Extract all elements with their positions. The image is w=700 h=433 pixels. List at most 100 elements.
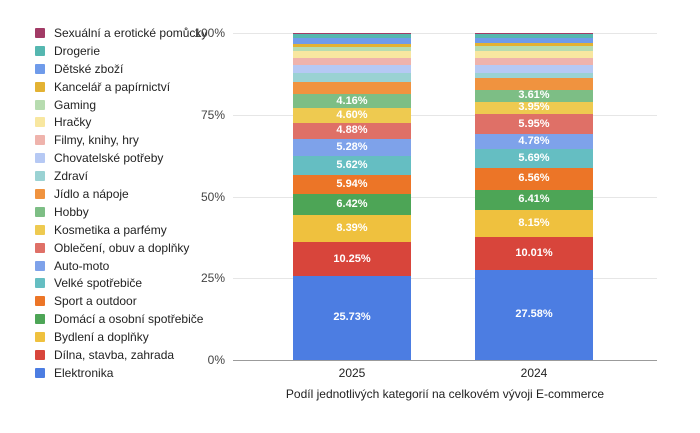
y-tick-label: 50% — [200, 189, 225, 204]
legend-label: Gaming — [54, 97, 97, 112]
bar-segment-obleceni-obuv-a-doplnky-2025[interactable]: 4.88% — [293, 122, 411, 139]
legend-item-kancelar-a-papirnictvi: Kancelář a papírnictví — [35, 78, 207, 96]
legend-swatch-icon — [35, 117, 45, 128]
legend-item-zdravi: Zdraví — [35, 167, 207, 185]
bar-segment-zdravi-2024[interactable] — [475, 73, 593, 78]
bar-segment-drogerie-2025[interactable] — [293, 34, 411, 39]
legend-swatch-icon — [35, 206, 45, 217]
legend-swatch-icon — [35, 367, 45, 378]
legend-label: Domácí a osobní spotřebiče — [54, 312, 204, 327]
legend-swatch-icon — [35, 153, 45, 164]
legend-swatch-icon — [35, 349, 45, 360]
bar-segment-elektronika-2024[interactable]: 27.58% — [475, 269, 593, 360]
legend-swatch-icon — [35, 224, 45, 235]
legend-swatch-icon — [35, 314, 45, 325]
bar-segment-domaci-a-osobni-spotrebice-2024[interactable]: 6.41% — [475, 189, 593, 211]
legend-label: Oblečení, obuv a doplňky — [54, 240, 190, 255]
bar-segment-hracky-2024[interactable] — [475, 50, 593, 58]
y-tick-label: 0% — [207, 353, 225, 367]
bar-segment-sport-a-outdoor-2025[interactable]: 5.94% — [293, 174, 411, 194]
legend-label: Jídlo a nápoje — [54, 186, 129, 201]
bar-segment-velke-spotrebice-2024[interactable]: 5.69% — [475, 149, 593, 169]
legend-item-obleceni-obuv-a-doplnky: Oblečení, obuv a doplňky — [35, 239, 207, 257]
bar-segment-elektronika-2025[interactable]: 25.73% — [293, 275, 411, 360]
bar-segment-filmy-knihy-hry-2024[interactable] — [475, 57, 593, 65]
legend-label: Sport a outdoor — [54, 294, 137, 309]
bar-segment-sport-a-outdoor-2024[interactable]: 6.56% — [475, 168, 593, 190]
legend-item-drogerie: Drogerie — [35, 42, 207, 60]
bar-segment-kosmetika-a-parfemy-2024[interactable]: 3.95% — [475, 101, 593, 115]
bar-segment-hracky-2025[interactable] — [293, 51, 411, 59]
legend-label: Bydlení a doplňky — [54, 330, 149, 345]
legend-swatch-icon — [35, 99, 45, 110]
bar-segment-hobby-2025[interactable]: 4.16% — [293, 94, 411, 108]
bar-segment-detske-zbozi-2025[interactable] — [293, 38, 411, 45]
legend-swatch-icon — [35, 296, 45, 307]
bar-segment-sexualni-a-eroticke-pomucky-2024[interactable] — [475, 33, 593, 35]
gridline — [233, 278, 657, 280]
bar-segment-kancelar-a-papirnictvi-2024[interactable] — [475, 43, 593, 46]
segment-value-label: 5.95% — [518, 117, 550, 130]
bar-segment-bydleni-a-doplnky-2025[interactable]: 8.39% — [293, 214, 411, 243]
segment-value-label: 5.62% — [336, 158, 368, 171]
bar-segment-chovatelske-potreby-2024[interactable] — [475, 64, 593, 74]
bar-segment-jidlo-a-napoje-2024[interactable] — [475, 77, 593, 90]
segment-value-label: 4.60% — [336, 108, 368, 121]
plot-area: 25.73% 10.25% 8.39% 6.42% 5.94% 5.62% 5.28% 4.8… — [233, 33, 657, 361]
bar-segment-auto-moto-2024[interactable]: 4.78% — [475, 133, 593, 150]
legend-label: Filmy, knihy, hry — [54, 133, 139, 148]
legend-item-hracky: Hračky — [35, 113, 207, 131]
legend-label: Dílna, stavba, zahrada — [54, 347, 175, 362]
y-tick-label: 25% — [200, 271, 225, 286]
legend-item-sport-a-outdoor: Sport a outdoor — [35, 292, 207, 310]
bar-segment-dilna-stavba-zahrada-2024[interactable]: 10.01% — [475, 237, 593, 270]
bar-segment-sexualni-a-eroticke-pomucky-2025[interactable] — [293, 33, 411, 35]
legend-item-bydleni-a-doplnky: Bydlení a doplňky — [35, 328, 207, 346]
legend-label: Dětské zboží — [54, 61, 124, 76]
legend-swatch-icon — [35, 278, 45, 289]
legend-item-jidlo-a-napoje: Jídlo a nápoje — [35, 185, 207, 203]
chart-legend: Sexuální a erotické pomůcky Drogerie Dětsk… — [35, 24, 207, 382]
bar-segment-kosmetika-a-parfemy-2025[interactable]: 4.60% — [293, 107, 411, 123]
segment-value-label: 27.58% — [515, 308, 553, 321]
segment-value-label: 5.94% — [336, 177, 368, 190]
bar-segment-hobby-2024[interactable]: 3.61% — [475, 89, 593, 102]
legend-item-elektronika: Elektronika — [35, 364, 207, 382]
legend-label: Drogerie — [54, 43, 101, 58]
legend-item-domaci-a-osobni-spotrebice: Domácí a osobní spotřebiče — [35, 310, 207, 328]
bar-segment-detske-zbozi-2024[interactable] — [475, 38, 593, 44]
legend-item-hobby: Hobby — [35, 203, 207, 221]
legend-item-detske-zbozi: Dětské zboží — [35, 60, 207, 78]
legend-swatch-icon — [35, 260, 45, 271]
segment-value-label: 5.28% — [336, 141, 368, 154]
segment-value-label: 6.41% — [518, 193, 550, 206]
bar-segment-drogerie-2024[interactable] — [475, 34, 593, 39]
bar-segment-domaci-a-osobni-spotrebice-2025[interactable]: 6.42% — [293, 193, 411, 215]
legend-swatch-icon — [35, 188, 45, 199]
segment-value-label: 4.16% — [336, 94, 368, 107]
bar-segment-bydleni-a-doplnky-2024[interactable]: 8.15% — [475, 210, 593, 238]
bar-segment-filmy-knihy-hry-2025[interactable] — [293, 58, 411, 66]
bar-segment-auto-moto-2025[interactable]: 5.28% — [293, 138, 411, 157]
bar-segment-kancelar-a-papirnictvi-2025[interactable] — [293, 44, 411, 48]
bar-segment-obleceni-obuv-a-doplnky-2024[interactable]: 5.95% — [475, 114, 593, 134]
segment-value-label: 8.39% — [336, 222, 368, 235]
bar-segment-zdravi-2025[interactable] — [293, 73, 411, 83]
bar-segment-gaming-2025[interactable] — [293, 47, 411, 52]
stacked-bar-2024: 27.58% 10.01% 8.15% 6.41% 6.56% 5.69% 4.78% 5.9… — [475, 33, 593, 360]
segment-value-label: 10.25% — [333, 252, 371, 265]
legend-item-sexualni-a-eroticke-pomucky: Sexuální a erotické pomůcky — [35, 24, 207, 42]
legend-swatch-icon — [35, 81, 45, 92]
legend-swatch-icon — [35, 242, 45, 253]
legend-swatch-icon — [35, 45, 45, 56]
legend-swatch-icon — [35, 332, 45, 343]
bar-segment-gaming-2024[interactable] — [475, 45, 593, 51]
y-tick-label: 100% — [194, 26, 225, 40]
bar-segment-velke-spotrebice-2025[interactable]: 5.62% — [293, 156, 411, 175]
bar-segment-jidlo-a-napoje-2025[interactable] — [293, 82, 411, 95]
legend-swatch-icon — [35, 171, 45, 182]
bar-segment-chovatelske-potreby-2025[interactable] — [293, 65, 411, 74]
bar-segment-dilna-stavba-zahrada-2025[interactable]: 10.25% — [293, 242, 411, 276]
legend-label: Hračky — [54, 115, 92, 130]
